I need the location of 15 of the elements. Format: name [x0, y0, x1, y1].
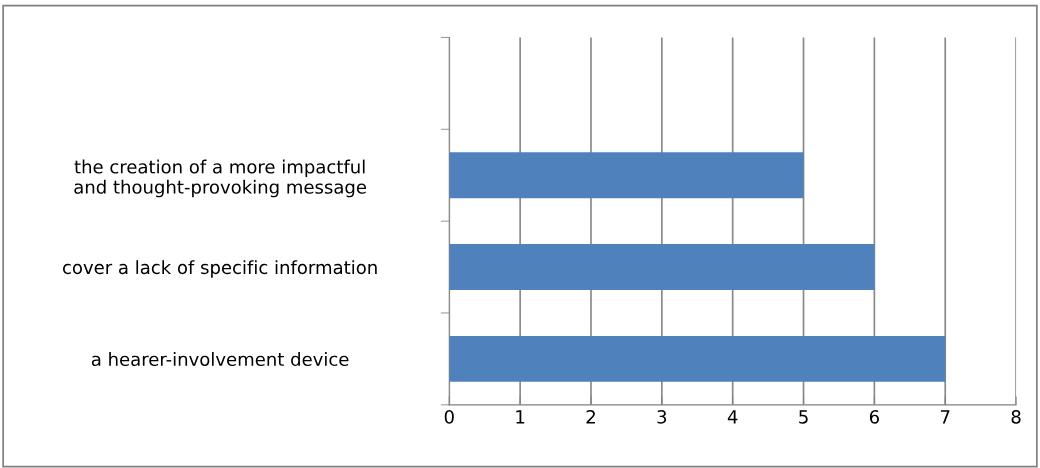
- bar: [449, 152, 804, 199]
- x-tick-label: 3: [657, 410, 667, 424]
- y-tick-label: the creation of a more impactful and thought-provoking message: [74, 159, 367, 198]
- x-tick-label: 4: [727, 410, 738, 424]
- x-tick-label: 6: [869, 410, 879, 424]
- x-tick-label: 0: [444, 410, 454, 424]
- bar: [449, 244, 875, 291]
- y-tick-label: cover a lack of specific information: [62, 260, 377, 278]
- x-tick-label: 1: [516, 410, 525, 424]
- x-tick-label: 2: [586, 410, 595, 424]
- x-tick-label: 8: [1011, 410, 1021, 424]
- x-tick-label: 7: [940, 410, 950, 424]
- y-tick-label: a hearer-involvement device: [91, 352, 349, 367]
- bar: [449, 335, 946, 382]
- x-tick-label: 5: [799, 410, 808, 424]
